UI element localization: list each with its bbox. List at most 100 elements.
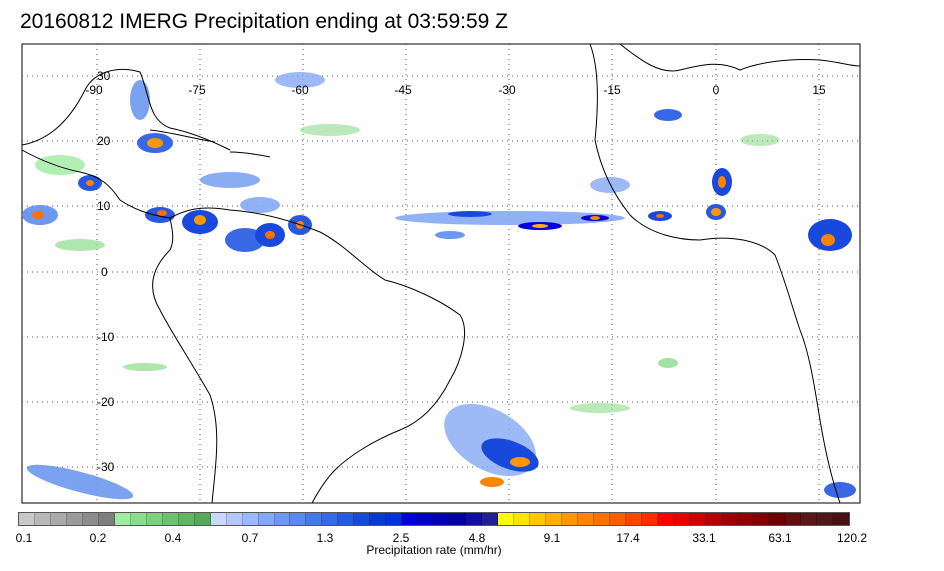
colorbar-tick-label: 33.1 — [692, 531, 716, 545]
rain-area — [300, 124, 360, 136]
rain-area — [55, 239, 105, 251]
colorbar-swatch — [322, 513, 339, 525]
colorbar-tick-label: 0.1 — [15, 531, 33, 545]
longitude-label: 0 — [713, 83, 720, 97]
colorbar-swatch — [657, 513, 674, 525]
coastlines — [21, 43, 861, 504]
colorbar-tick-label: 9.1 — [543, 531, 561, 545]
colorbar-tick-label: 63.1 — [768, 531, 792, 545]
rain-area — [147, 138, 163, 148]
map-frame — [21, 43, 861, 504]
colorbar-swatch — [19, 513, 35, 525]
colorbar-swatch — [625, 513, 642, 525]
colorbar-swatch — [498, 513, 515, 525]
rain-area — [448, 211, 492, 217]
rain-area — [265, 231, 275, 239]
rain-area — [157, 210, 167, 216]
rain-area — [656, 214, 664, 218]
colorbar-swatch — [561, 513, 578, 525]
colorbar-swatch — [82, 513, 99, 525]
colorbar-swatch — [66, 513, 83, 525]
colorbar-swatch — [50, 513, 67, 525]
longitude-label: 15 — [812, 83, 826, 97]
longitude-label: -75 — [188, 83, 206, 97]
colorbar-swatch — [673, 513, 690, 525]
greater-antilles — [149, 129, 271, 158]
rain-area — [590, 177, 630, 193]
rain-area — [275, 72, 325, 88]
colorbar-swatch — [434, 513, 451, 525]
colorbar-tick-label: 0.4 — [164, 531, 182, 545]
rain-area — [194, 215, 206, 225]
colorbar-swatch — [338, 513, 355, 525]
colorbar-swatch — [306, 513, 323, 525]
colorbar-swatch — [258, 513, 275, 525]
rain-area — [718, 176, 726, 188]
latitude-label: 20 — [97, 134, 111, 148]
latitude-label: 10 — [97, 199, 111, 213]
colorbar-tick-label: 1.3 — [316, 531, 334, 545]
colorbar-swatch — [753, 513, 770, 525]
colorbar-swatch — [514, 513, 530, 525]
map-title: 20160812 IMERG Precipitation ending at 0… — [20, 10, 508, 33]
colorbar-swatch — [545, 513, 562, 525]
longitude-label: -15 — [603, 83, 621, 97]
colorbar-tick-label: 17.4 — [616, 531, 640, 545]
colorbar-tick-label: 0.2 — [89, 531, 107, 545]
colorbar-swatch — [817, 513, 834, 525]
colorbar-swatch — [769, 513, 786, 525]
colorbar-swatch — [34, 513, 51, 525]
latitude-label: 0 — [101, 265, 108, 279]
rain-area — [711, 208, 721, 216]
north-america-coast — [21, 69, 231, 219]
colorbar-swatch — [290, 513, 307, 525]
rain-area — [240, 197, 280, 213]
colorbar-swatch — [482, 513, 499, 525]
precipitation-fields — [22, 72, 856, 500]
colorbar-swatch — [162, 513, 179, 525]
colorbar-swatch — [402, 513, 419, 525]
colorbar-swatch — [370, 513, 387, 525]
rain-area — [200, 172, 260, 188]
rain-area — [26, 464, 134, 500]
colorbar-swatch — [785, 513, 802, 525]
colorbar-swatch — [210, 513, 227, 525]
colorbar — [18, 512, 850, 526]
colorbar-swatch — [242, 513, 259, 525]
longitude-label: -45 — [394, 83, 412, 97]
rain-area — [510, 457, 530, 467]
rain-area — [35, 155, 85, 175]
colorbar-swatch — [609, 513, 626, 525]
colorbar-swatch — [530, 513, 546, 525]
latitude-label: -10 — [97, 330, 115, 344]
colorbar-swatch — [689, 513, 706, 525]
longitude-label: -60 — [291, 83, 309, 97]
rain-area — [824, 482, 856, 498]
latitude-labels: 30 20 10 0 -10 -20 -30 — [97, 69, 115, 474]
rain-area — [654, 109, 682, 121]
colorbar-swatch — [226, 513, 243, 525]
colorbar-swatch — [274, 513, 291, 525]
rain-area — [123, 363, 167, 371]
colorbar-swatch — [833, 513, 850, 525]
latitude-label: -30 — [97, 460, 115, 474]
colorbar-swatch — [178, 513, 195, 525]
rain-area — [435, 231, 465, 239]
colorbar-swatch — [705, 513, 722, 525]
rain-area — [86, 180, 94, 186]
latitude-label: -20 — [97, 395, 115, 409]
colorbar-swatch — [418, 513, 435, 525]
rain-area — [590, 216, 600, 220]
rain-area — [532, 224, 548, 228]
colorbar-swatch — [593, 513, 610, 525]
colorbar-label: Precipitation rate (mm/hr) — [366, 543, 502, 557]
colorbar-swatch — [450, 513, 467, 525]
longitude-labels: -90 -75 -60 -45 -30 -15 0 15 — [85, 83, 826, 97]
rain-area — [658, 358, 678, 368]
rain-area — [821, 234, 835, 246]
colorbar-swatch — [721, 513, 738, 525]
colorbar-swatch — [114, 513, 131, 525]
colorbar-swatch — [801, 513, 818, 525]
south-america-coast — [152, 207, 466, 504]
colorbar-swatch — [577, 513, 594, 525]
